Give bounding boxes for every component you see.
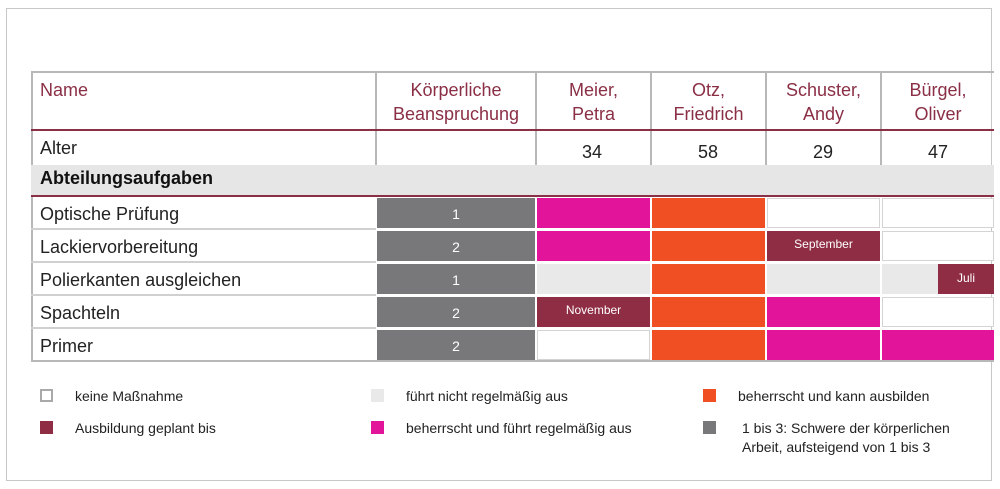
age-value-schuster: 29: [812, 142, 834, 162]
table-bottom-border: [31, 360, 994, 362]
legend-label-regular: beherrscht und führt regelmäßig aus: [406, 420, 632, 436]
row-divider: [31, 327, 376, 329]
qualification-matrix: [31, 71, 994, 362]
burden-cell: 2: [377, 231, 535, 261]
status-cell-can-train: [652, 330, 765, 360]
header-person-meier: Meier, Petra: [537, 72, 650, 129]
status-cell-can-train: [652, 231, 765, 261]
grid-divider: [650, 71, 652, 165]
legend-label-can-train: beherrscht und kann ausbilden: [738, 388, 930, 404]
grid-divider: [880, 71, 882, 165]
header-person-line2: Friedrich: [673, 104, 744, 124]
age-value-meier: 34: [581, 142, 603, 162]
status-cell-regular: [537, 231, 650, 261]
header-person-line2: Petra: [571, 104, 616, 124]
task-label-lackiervorbereitung: Lackiervorbereitung: [40, 237, 199, 257]
status-cell-can-train: [652, 198, 765, 228]
header-person-line1: Bürgel,: [909, 80, 967, 100]
section-header: Abteilungsaufgaben: [31, 165, 994, 195]
legend-swatch-can-train: [703, 389, 716, 402]
age-value-buergel: 47: [927, 142, 949, 162]
header-person-otz: Otz, Friedrich: [652, 72, 765, 129]
status-cell-can-train: [652, 264, 765, 294]
row-divider: [31, 261, 376, 263]
header-person-line1: Meier,: [568, 80, 619, 100]
section-title: Abteilungsaufgaben: [40, 168, 214, 188]
legend-swatch-burden: [703, 421, 716, 434]
age-value-otz: 58: [697, 142, 719, 162]
status-cell-none: [767, 198, 880, 228]
status-cell-irregular: [537, 264, 650, 294]
row-divider: [31, 294, 376, 296]
header-burden-line2: Beanspruchung: [392, 104, 520, 124]
header-person-line2: Andy: [802, 104, 845, 124]
legend-label-irregular: führt nicht regelmäßig aus: [406, 388, 568, 404]
status-cell-regular: [882, 330, 994, 360]
burden-cell: 2: [377, 330, 535, 360]
header-burden-line1: Körperliche: [410, 80, 502, 100]
legend-swatch-regular: [371, 421, 384, 434]
header-name: Name: [31, 72, 376, 129]
row-divider: [31, 228, 376, 230]
task-label-polierkanten: Polierkanten ausgleichen: [40, 270, 242, 290]
header-person-line1: Schuster,: [785, 80, 862, 100]
status-cell-regular: [537, 198, 650, 228]
header-name-label: Name: [40, 80, 89, 100]
status-cell-none: [882, 297, 994, 327]
header-person-buergel: Bürgel, Oliver: [882, 72, 994, 129]
status-cell-regular: [767, 297, 880, 327]
status-cell-none: [882, 198, 994, 228]
grid-divider: [535, 71, 537, 165]
status-cell-irregular: [767, 264, 880, 294]
legend-swatch-irregular: [371, 389, 384, 402]
grid-divider: [765, 71, 767, 165]
status-cell-planned: Juli: [938, 264, 994, 294]
status-cell-irregular: [882, 264, 938, 294]
header-person-line2: Oliver: [914, 104, 962, 124]
header-burden: Körperliche Beanspruchung: [377, 72, 535, 129]
header-person-schuster: Schuster, Andy: [767, 72, 880, 129]
legend-label-planned: Ausbildung geplant bis: [75, 420, 216, 436]
status-cell-planned: September: [767, 231, 880, 261]
legend-swatch-planned: [40, 421, 53, 434]
grid-divider: [375, 71, 377, 165]
status-cell-planned: November: [537, 297, 650, 327]
legend-label-burden: 1 bis 3: Schwere der körperlichen Arbeit…: [742, 419, 950, 457]
status-cell-can-train: [652, 297, 765, 327]
burden-cell: 1: [377, 264, 535, 294]
legend-label-none: keine Maßnahme: [75, 388, 184, 404]
status-cell-none: [537, 330, 650, 360]
legend-burden-line1: 1 bis 3: Schwere der körperlichen: [742, 420, 950, 436]
task-label-spachteln: Spachteln: [40, 303, 121, 323]
legend-burden-line2: Arbeit, aufsteigend von 1 bis 3: [742, 439, 931, 455]
status-cell-regular: [767, 330, 880, 360]
task-label-primer: Primer: [40, 336, 93, 356]
legend-swatch-none: [40, 389, 53, 402]
status-cell-none: [882, 231, 994, 261]
age-row-label: Alter: [40, 138, 78, 158]
header-underline: [31, 129, 994, 131]
burden-cell: 1: [377, 198, 535, 228]
task-label-optische-pruefung: Optische Prüfung: [40, 204, 180, 224]
section-underline: [31, 195, 994, 197]
burden-cell: 2: [377, 297, 535, 327]
header-person-line1: Otz,: [691, 80, 725, 100]
